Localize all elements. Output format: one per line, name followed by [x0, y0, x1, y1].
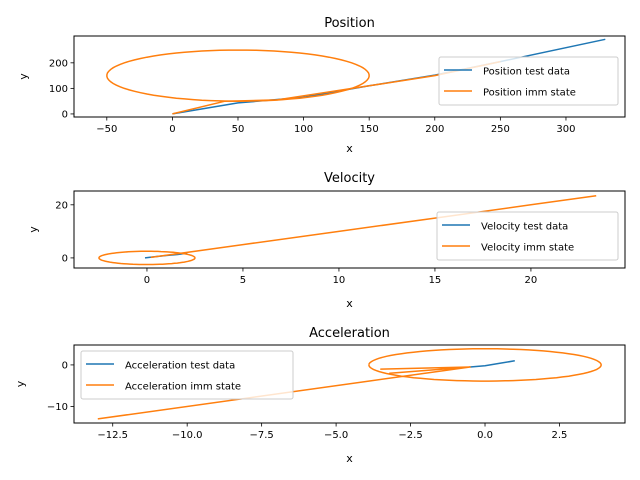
acceleration-test-data-line — [470, 360, 515, 368]
velocity-imm-state-line — [150, 195, 597, 259]
acceleration-xlabel: x — [346, 452, 353, 465]
position-legend-label-test: Position test data — [483, 67, 570, 78]
acceleration-legend-label-test: Acceleration test data — [125, 361, 235, 372]
velocity-xlabel: x — [346, 297, 353, 310]
velocity-legend-label-imm: Velocity imm state — [481, 243, 574, 254]
position-ytick-label: 100 — [49, 84, 68, 95]
acceleration-xtick-label: 2.5 — [552, 430, 568, 441]
position-legend-box — [438, 56, 619, 106]
acceleration-xtick-label: −12.5 — [97, 430, 128, 441]
velocity-axes-frame — [73, 190, 626, 269]
acceleration-xtick-label: −5.0 — [324, 430, 348, 441]
acceleration-axes-frame — [73, 344, 626, 424]
position-xtick-label: −50 — [96, 124, 117, 135]
position-ylabel: y — [17, 73, 30, 80]
position-title: Position — [324, 16, 375, 31]
velocity-imm-state-loop — [98, 250, 196, 266]
velocity-xtick-label: 0 — [144, 275, 150, 286]
acceleration-legend: Acceleration test data Acceleration imm … — [80, 350, 294, 400]
position-xlabel: x — [346, 142, 353, 155]
acceleration-xtick-label: −2.5 — [398, 430, 422, 441]
velocity-xtick-label: 10 — [333, 275, 346, 286]
acceleration-title: Acceleration — [309, 326, 390, 341]
velocity-ytick-label: 0 — [62, 253, 68, 264]
position-xtick-label: 50 — [232, 124, 245, 135]
velocity-ylabel: y — [27, 226, 40, 233]
position-xtick-label: 0 — [169, 124, 175, 135]
position-ytick-label: 0 — [62, 109, 68, 120]
acceleration-legend-box — [80, 350, 294, 400]
acceleration-xtick-label: −7.5 — [249, 430, 273, 441]
acceleration-ylabel: y — [14, 380, 27, 387]
acceleration-ytick-label: −10 — [47, 402, 68, 413]
acceleration-subplot: Acceleration −12.5 −10.0 −7.5 −5.0 −2.5 0.0 2.… — [14, 326, 626, 465]
position-imm-state-loop — [106, 49, 370, 102]
velocity-legend: Velocity test data Velocity imm state — [436, 211, 619, 261]
position-xtick-label: 150 — [360, 124, 379, 135]
position-legend-label-imm: Position imm state — [483, 88, 576, 99]
position-xtick-label: 300 — [556, 124, 575, 135]
position-ytick-label: 200 — [49, 58, 68, 69]
acceleration-imm-state-loop — [368, 347, 602, 382]
position-xtick-label: 100 — [294, 124, 313, 135]
velocity-legend-label-test: Velocity test data — [481, 222, 568, 233]
acceleration-xtick-label: −10.0 — [172, 430, 203, 441]
velocity-xtick-label: 5 — [240, 275, 246, 286]
acceleration-legend-label-imm: Acceleration imm state — [125, 382, 241, 393]
position-xtick-label: 250 — [491, 124, 510, 135]
position-legend: Position test data Position imm state — [438, 56, 619, 106]
velocity-xtick-label: 20 — [525, 275, 538, 286]
acceleration-ytick-label: 0 — [62, 360, 68, 371]
position-axes-frame — [73, 35, 626, 118]
velocity-xtick-label: 15 — [429, 275, 442, 286]
velocity-ytick-label: 20 — [55, 200, 68, 211]
acceleration-imm-state-line — [97, 366, 471, 420]
acceleration-xtick-label: 0.0 — [477, 430, 493, 441]
velocity-legend-box — [436, 211, 619, 261]
position-xtick-label: 200 — [425, 124, 444, 135]
velocity-title: Velocity — [324, 171, 375, 186]
velocity-subplot: Velocity 0 5 10 15 20 0 20 x y Velocity test d… — [27, 171, 626, 310]
